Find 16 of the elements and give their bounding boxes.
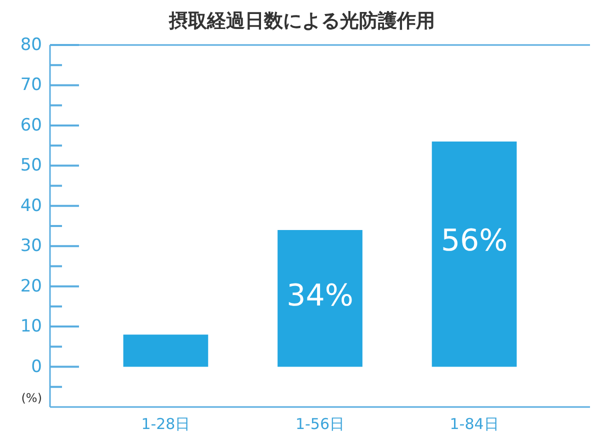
ytick-label: 70 xyxy=(20,75,42,96)
data-label: 34% xyxy=(286,278,354,314)
x-tick-label: 1-28日 xyxy=(141,415,190,433)
ytick-label: 60 xyxy=(20,115,42,136)
y-axis-title: (%) xyxy=(21,391,42,405)
x-tick-label: 1-84日 xyxy=(450,415,499,433)
title: 摂取経過日数による光防護作用 xyxy=(169,10,435,32)
ytick-label: 80 xyxy=(20,35,42,55)
ytick-label: 0 xyxy=(31,356,42,377)
ytick-label: 30 xyxy=(20,236,42,256)
ytick-label: 40 xyxy=(20,196,42,216)
ytick-label: 50 xyxy=(20,156,42,176)
data-label: 56% xyxy=(440,224,508,259)
ytick-label: 10 xyxy=(20,316,42,337)
ytick-label: 20 xyxy=(20,276,42,296)
x-tick-label: 1-56日 xyxy=(295,415,345,433)
